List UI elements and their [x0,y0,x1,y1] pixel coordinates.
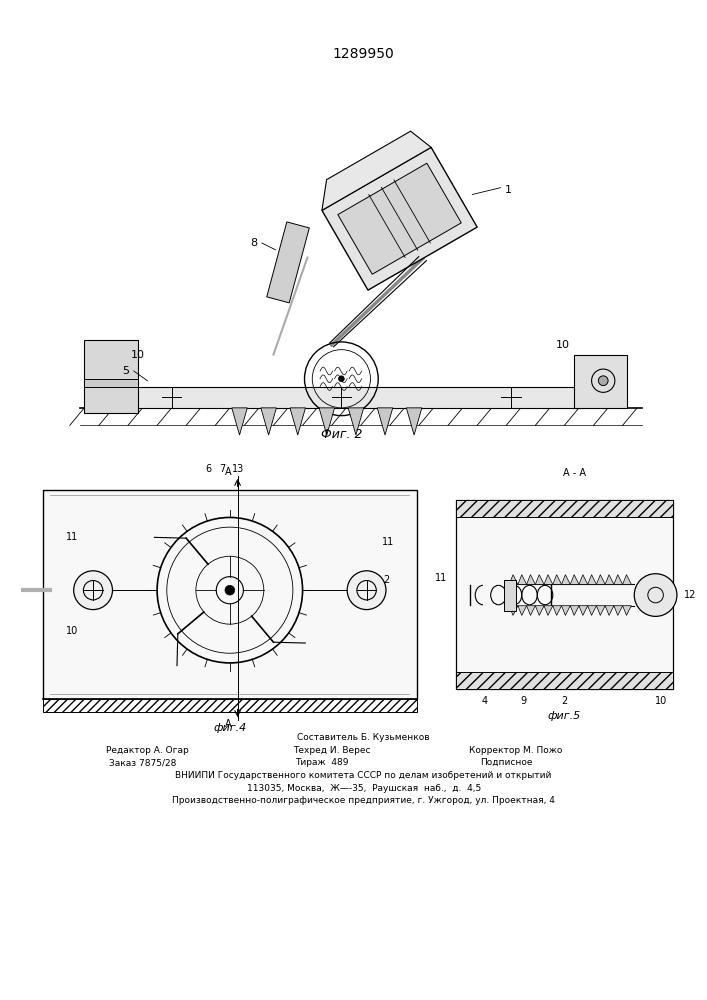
Polygon shape [571,575,579,584]
Text: фиг.5: фиг.5 [548,711,581,721]
Text: Заказ 7875/28: Заказ 7875/28 [109,758,176,767]
Polygon shape [623,606,631,615]
Text: фиг.4: фиг.4 [214,723,247,733]
Bar [574,355,628,408]
Text: Техред И. Верес: Техред И. Верес [293,746,370,755]
Polygon shape [579,575,588,584]
Text: 10: 10 [655,696,667,706]
Circle shape [598,376,608,386]
Polygon shape [527,575,535,584]
Text: Тираж  489: Тираж 489 [296,758,349,767]
Bar [84,340,138,413]
Polygon shape [322,147,477,290]
Text: Составитель Б. Кузьменков: Составитель Б. Кузьменков [298,733,430,742]
Text: Корректор М. Пожо: Корректор М. Пожо [469,746,563,755]
Text: 2: 2 [561,696,568,706]
Text: 13: 13 [231,464,244,474]
Bar [456,500,673,689]
Polygon shape [535,606,544,615]
Polygon shape [544,575,553,584]
Polygon shape [623,575,631,584]
Text: 11: 11 [382,537,394,547]
Circle shape [157,517,303,663]
Text: Редактор А. Огар: Редактор А. Огар [106,746,189,755]
Polygon shape [322,131,431,210]
Text: 6: 6 [206,464,211,474]
Polygon shape [261,408,276,435]
Polygon shape [597,606,605,615]
Polygon shape [544,606,553,615]
Text: 9: 9 [520,696,527,706]
Polygon shape [579,606,588,615]
Text: 2: 2 [383,575,389,585]
Text: 12: 12 [684,590,696,600]
Polygon shape [561,606,571,615]
Polygon shape [348,408,363,435]
Text: А - А: А - А [563,468,585,478]
Polygon shape [527,606,535,615]
Polygon shape [290,408,305,435]
Bar [84,379,138,387]
Polygon shape [518,606,527,615]
Polygon shape [407,408,422,435]
Polygon shape [509,575,518,584]
Polygon shape [588,606,597,615]
Bar [504,580,516,611]
Bar [99,387,584,408]
Polygon shape [338,163,461,274]
Text: 11: 11 [435,573,448,583]
Text: A: A [225,467,231,477]
Polygon shape [535,575,544,584]
Polygon shape [319,408,334,435]
Text: A: A [225,719,231,729]
Polygon shape [378,408,393,435]
Text: 1289950: 1289950 [333,47,395,61]
Polygon shape [571,606,579,615]
Text: 5: 5 [122,366,129,376]
Text: 4: 4 [482,696,488,706]
Text: ВНИИПИ Государственного комитета СССР по делам изобретений и открытий: ВНИИПИ Государственного комитета СССР по… [175,771,552,780]
Polygon shape [518,575,527,584]
Polygon shape [588,575,597,584]
Polygon shape [605,606,614,615]
Text: Подписное: Подписное [480,758,532,767]
Text: Производственно-полиграфическое предприятие, г. Ужгород, ул. Проектная, 4: Производственно-полиграфическое предприя… [173,796,555,805]
Bar [42,699,417,712]
Polygon shape [605,575,614,584]
Circle shape [339,376,344,382]
Polygon shape [553,606,561,615]
Polygon shape [597,575,605,584]
Polygon shape [553,575,561,584]
Polygon shape [614,606,623,615]
Circle shape [347,571,386,610]
Circle shape [225,585,235,595]
Bar [456,500,673,517]
Circle shape [74,571,112,610]
Circle shape [634,574,677,616]
Bar [456,672,673,689]
Text: 11: 11 [66,532,78,542]
Text: 10: 10 [556,340,570,350]
Text: 8: 8 [250,238,257,248]
Text: 1: 1 [505,185,512,195]
Text: 10: 10 [66,626,78,636]
Text: 10: 10 [131,350,145,360]
Text: 113035, Москва,  Ж—-35,  Раушская  наб.,  д.  4,5: 113035, Москва, Ж—-35, Раушская наб., д.… [247,784,481,793]
Polygon shape [232,408,247,435]
Bar [42,490,417,699]
Polygon shape [267,222,309,303]
Text: 7: 7 [219,464,226,474]
Polygon shape [614,575,623,584]
Polygon shape [509,606,518,615]
Text: Фиг. 2: Фиг. 2 [320,428,362,441]
Polygon shape [561,575,571,584]
